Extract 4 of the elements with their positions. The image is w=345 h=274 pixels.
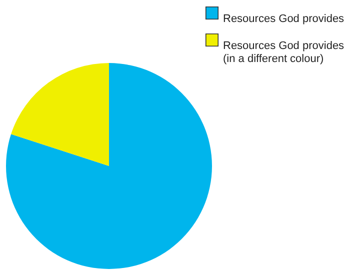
pie-slice (11, 63, 109, 166)
legend-label: Resources God provides (in a different colour) (223, 40, 345, 65)
pie-slice (6, 63, 212, 269)
legend-label: Resources God provides (223, 13, 345, 25)
